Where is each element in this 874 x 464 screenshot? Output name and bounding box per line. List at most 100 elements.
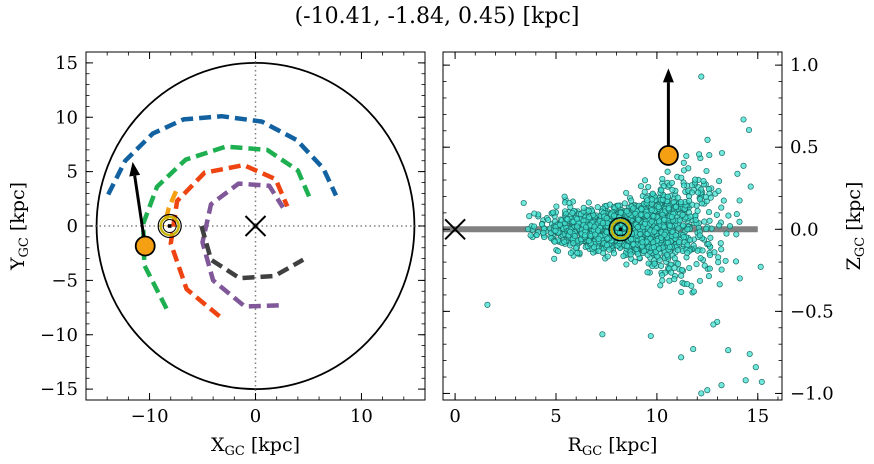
sun-inner-ring: [162, 219, 177, 233]
scatter-point: [677, 199, 684, 206]
scatter-point: [641, 177, 649, 184]
x-mark-stroke: [444, 218, 466, 240]
scatter-point: [567, 228, 574, 235]
scatter-point: [573, 215, 581, 223]
x-tick-label: 0: [449, 406, 460, 427]
scatter-point: [689, 189, 696, 196]
scatter-point: [694, 207, 701, 215]
scatter-point: [595, 235, 602, 242]
scatter-point: [684, 249, 691, 256]
x-axis-label: RGC [kpc]: [568, 434, 658, 459]
scatter-point: [690, 346, 697, 353]
scatter-point: [667, 222, 674, 229]
scatter-point: [650, 213, 657, 220]
scatter-point: [623, 208, 630, 215]
scatter-point: [676, 238, 683, 245]
sun-outer-ring: [157, 213, 182, 239]
scatter-point: [698, 73, 705, 80]
scatter-point: [675, 260, 682, 267]
scatter-point: [671, 255, 678, 262]
scatter-point: [552, 227, 559, 234]
scatter-point: [531, 223, 538, 230]
scatter-point: [669, 186, 676, 194]
arrow-shaft: [133, 175, 147, 247]
scatter-point: [610, 212, 618, 219]
scatter-point: [554, 248, 562, 255]
scatter-point: [639, 239, 646, 246]
scatter-point: [693, 261, 700, 268]
scatter-point: [696, 196, 704, 203]
scatter-point: [684, 226, 691, 233]
sun-marker: [157, 213, 182, 239]
scatter-point: [650, 244, 657, 251]
scatter-point: [703, 167, 710, 175]
scatter-point: [628, 236, 635, 243]
scatter-point: [637, 183, 645, 190]
scatter-point: [686, 197, 693, 204]
scatter-point: [634, 224, 641, 231]
scatter-point: [680, 222, 687, 229]
rz-plot-area: [443, 68, 765, 397]
scatter-point: [706, 152, 713, 159]
scatter-point: [637, 231, 644, 238]
scatter-point: [746, 350, 753, 358]
scatter-point: [716, 222, 723, 229]
scatter-point: [668, 179, 675, 186]
scatter-point: [671, 276, 678, 283]
scatter-point: [733, 211, 740, 218]
star-marker: [134, 235, 156, 257]
scatter-point: [637, 211, 644, 218]
scatter-point: [680, 234, 687, 241]
y-tick-label: 0: [67, 216, 78, 237]
galaxy-boundary-circle: [95, 61, 416, 391]
scatter-point: [666, 243, 673, 251]
scatter-point: [581, 232, 588, 239]
orbit-series-4: [168, 162, 290, 319]
scatter-point: [551, 255, 558, 262]
scatter-point: [747, 183, 754, 190]
scatter-point: [740, 116, 747, 123]
scatter-point: [713, 211, 720, 218]
scatter-point: [553, 203, 560, 210]
y-tick-label: −10: [40, 325, 78, 346]
scatter-point: [533, 232, 540, 239]
scatter-point: [733, 231, 740, 238]
scatter-point: [723, 230, 730, 237]
scatter-point: [649, 190, 656, 197]
scatter-point: [520, 199, 527, 207]
scatter-point: [736, 275, 743, 282]
scatter-point: [736, 197, 743, 204]
scatter-point: [704, 136, 711, 143]
scatter-point: [526, 213, 533, 220]
scatter-point: [706, 265, 713, 272]
x-tick-label: 15: [746, 406, 769, 427]
scatter-point: [556, 221, 563, 228]
scatter-point: [623, 242, 630, 250]
y-tick-label: 0.5: [790, 137, 819, 158]
sun-ring: [159, 215, 180, 237]
x-tick-label: 5: [550, 406, 561, 427]
scatter-point: [705, 209, 713, 216]
scatter-point: [615, 202, 622, 209]
scatter-point: [696, 151, 703, 158]
scatter-point: [703, 225, 710, 232]
scatter-point: [698, 390, 705, 397]
scatter-point: [715, 187, 722, 195]
scatter-point: [734, 170, 741, 177]
scatter-point: [704, 387, 711, 394]
scatter-point: [705, 273, 712, 280]
scatter-point: [527, 232, 534, 239]
sun-outer-ring: [608, 217, 633, 242]
scatter-point: [658, 187, 665, 194]
scatter-point: [603, 215, 610, 222]
orbit-series-3: [162, 190, 179, 227]
scatter-point: [651, 228, 658, 235]
scatter-point: [582, 224, 590, 231]
scatter-point: [630, 241, 637, 248]
y-tick-label: 15: [55, 53, 78, 74]
scatter-point: [610, 250, 618, 257]
scatter-point: [623, 189, 630, 196]
scatter-point: [676, 217, 683, 224]
scatter-point: [655, 203, 662, 210]
